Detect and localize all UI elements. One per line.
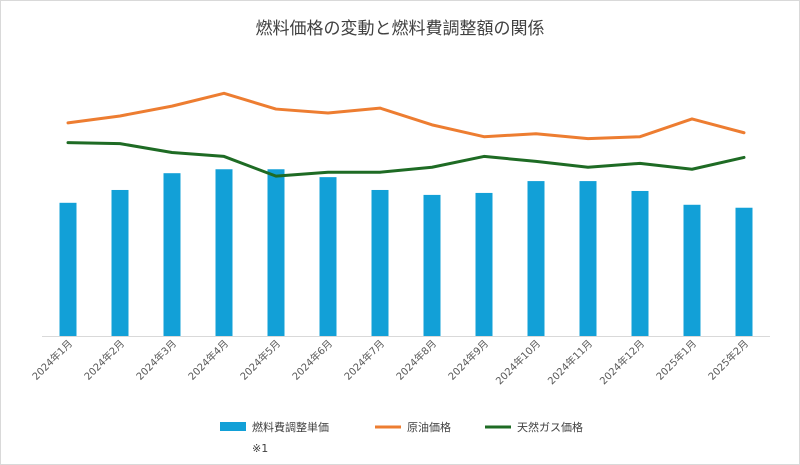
bar-8 [423, 194, 441, 336]
x-tick-label: 2024年1月 [29, 337, 75, 383]
x-tick-label: 2024年10月 [493, 337, 543, 387]
bar-14 [735, 207, 753, 336]
chart-title: 燃料価格の変動と燃料費調整額の関係 [255, 19, 545, 39]
x-tick-label: 2024年2月 [81, 337, 127, 383]
x-axis-ticks: 2024年1月 2024年2月 2024年3月 2024年4月 2024年5月 2024年… [29, 337, 751, 387]
bar-group [59, 169, 753, 336]
bar-11 [579, 181, 597, 336]
legend: 燃料費調整単価 原油価格 天然ガス価格 [220, 420, 583, 434]
x-tick-label: 2024年9月 [445, 337, 491, 383]
legend-label: 原油価格 [407, 420, 451, 434]
series-line-2 [66, 91, 746, 141]
x-tick-label: 2024年5月 [237, 337, 283, 383]
x-tick-label: 2024年12月 [597, 337, 647, 387]
x-tick-label: 2024年4月 [185, 337, 231, 383]
bar-3 [163, 173, 181, 336]
x-tick-label: 2025年1月 [653, 337, 699, 383]
legend-swatch-bar [220, 422, 246, 431]
bar-12 [631, 190, 649, 336]
line-group [66, 91, 746, 178]
x-tick-label: 2024年6月 [289, 337, 335, 383]
x-tick-label: 2024年7月 [341, 337, 387, 383]
legend-label: 天然ガス価格 [517, 420, 583, 434]
bar-10 [527, 181, 545, 336]
bar-6 [319, 177, 337, 336]
x-tick-label: 2024年8月 [393, 337, 439, 383]
bar-2 [111, 189, 129, 336]
legend-label: 燃料費調整単価 [252, 420, 329, 434]
x-tick-label: 2024年11月 [545, 337, 595, 387]
bar-7 [371, 189, 389, 336]
bar-5 [267, 169, 285, 336]
bar-4 [215, 169, 233, 336]
x-tick-label: 2025年2月 [705, 337, 751, 383]
bar-9 [475, 192, 493, 336]
bar-13 [683, 204, 701, 336]
footnote-note: ※1 [252, 442, 268, 455]
bar-1 [59, 202, 77, 336]
x-tick-label: 2024年3月 [133, 337, 179, 383]
series-line-3 [66, 141, 746, 178]
